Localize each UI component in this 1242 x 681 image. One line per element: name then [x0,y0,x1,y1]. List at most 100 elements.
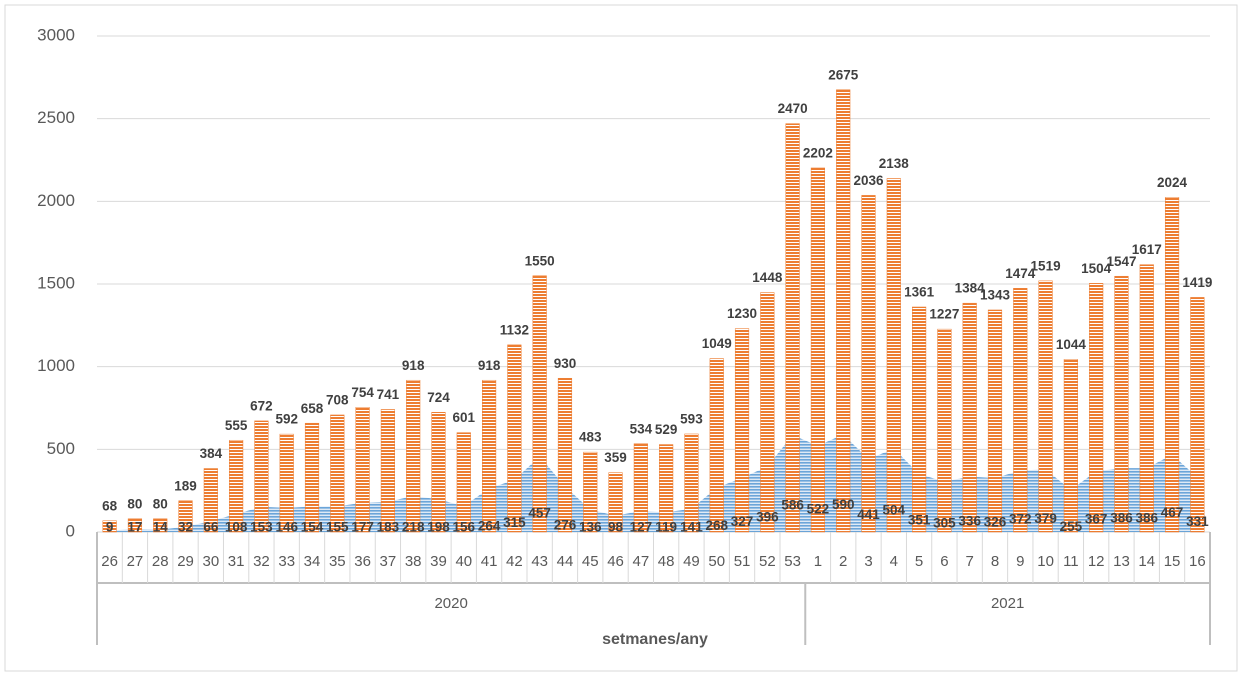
data-label: 379 [1034,511,1057,526]
bar [1114,275,1129,533]
data-label: 918 [478,358,501,373]
bar [1063,359,1078,533]
bar [1190,297,1205,533]
x-tick-label: 14 [1138,553,1155,570]
data-label: 930 [554,356,577,371]
data-label: 1384 [955,281,986,296]
x-tick-label: 27 [127,553,144,570]
x-tick-label: 52 [759,553,776,570]
x-tick-label: 38 [405,553,422,570]
data-label: 672 [250,398,273,413]
data-label: 2470 [778,101,808,116]
data-label: 315 [503,515,526,530]
data-label: 327 [731,514,754,529]
data-label: 592 [275,412,298,427]
data-label: 1519 [1031,258,1061,273]
x-tick-label: 10 [1037,553,1054,570]
data-label: 1550 [525,253,555,268]
bar [709,358,724,533]
data-label: 177 [351,520,374,535]
x-tick-label: 4 [890,553,898,570]
data-label: 351 [908,513,931,528]
x-tick-label: 40 [455,553,472,570]
data-label: 1547 [1106,254,1136,269]
bar [785,123,800,533]
x-tick-label: 45 [582,553,599,570]
x-tick-label: 8 [991,553,999,570]
bar [406,379,421,533]
data-label: 2675 [828,67,859,82]
data-label: 1474 [1005,266,1036,281]
x-tick-label: 1 [814,553,822,570]
data-label: 590 [832,497,855,512]
data-label: 183 [377,520,400,535]
bar [886,178,901,533]
data-label: 593 [680,412,703,427]
x-tick-label: 13 [1113,553,1130,570]
y-tick-label: 0 [66,521,75,540]
bar [380,409,395,533]
bar [684,433,699,533]
data-label: 522 [807,501,830,516]
data-label: 741 [377,387,400,402]
data-label: 1049 [702,336,732,351]
data-label: 1044 [1056,337,1087,352]
x-tick-label: 31 [228,553,245,570]
chart-border [4,4,1238,672]
x-tick-label: 36 [354,553,371,570]
bar [760,292,775,533]
x-tick-label: 15 [1164,553,1181,570]
data-label: 276 [554,518,577,533]
bar [229,439,244,533]
data-label: 268 [705,518,728,533]
x-tick-label: 9 [1016,553,1024,570]
data-label: 218 [402,520,425,535]
x-tick-label: 39 [430,553,447,570]
data-label: 9 [106,520,114,535]
data-label: 154 [301,520,324,535]
data-label: 80 [153,496,168,511]
data-label: 331 [1186,514,1209,529]
data-label: 108 [225,520,248,535]
data-label: 1504 [1081,261,1112,276]
group-label: 2021 [991,595,1024,612]
x-tick-label: 6 [940,553,948,570]
x-tick-label: 30 [202,553,219,570]
data-label: 326 [984,514,1007,529]
x-tick-label: 12 [1088,553,1105,570]
x-tick-label: 26 [101,553,118,570]
bar [102,520,117,533]
bar [659,444,674,533]
x-tick-label: 29 [177,553,194,570]
data-label: 98 [608,520,624,535]
data-label: 1617 [1132,242,1162,257]
x-tick-label: 2 [839,553,847,570]
data-label: 2036 [853,173,884,188]
x-tick-label: 49 [683,553,700,570]
data-label: 198 [427,520,450,535]
bar [608,472,623,533]
x-tick-label: 50 [708,553,725,570]
data-label: 146 [275,520,298,535]
data-label: 586 [781,497,804,512]
data-label: 708 [326,393,349,408]
bar [279,433,294,533]
x-tick-label: 44 [557,553,574,570]
bar [355,407,370,533]
data-label: 601 [453,410,476,425]
y-tick-label: 2500 [37,108,75,127]
data-label: 32 [178,520,193,535]
bar [1089,283,1104,533]
data-label: 918 [402,358,425,373]
x-tick-label: 42 [506,553,523,570]
bar [431,412,446,533]
data-label: 2202 [803,145,833,160]
data-label: 483 [579,430,602,445]
y-tick-label: 3000 [37,25,75,44]
bar [1038,280,1053,533]
bar [962,302,977,533]
bar [937,328,952,533]
bar [583,451,598,533]
data-label: 153 [250,520,273,535]
data-label: 66 [203,520,219,535]
